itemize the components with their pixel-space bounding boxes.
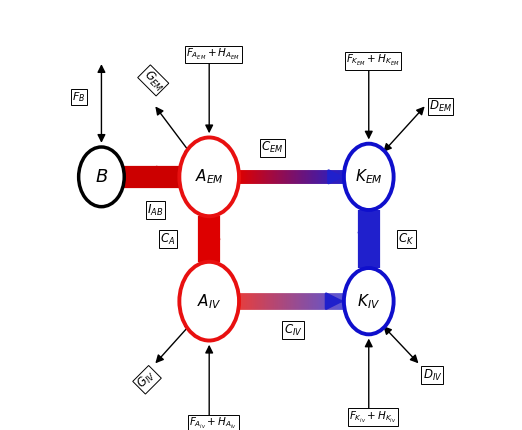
Text: $C_{IV}$: $C_{IV}$	[284, 322, 302, 338]
Text: $C_A$: $C_A$	[160, 231, 175, 246]
Text: $D_{EM}$: $D_{EM}$	[429, 99, 452, 114]
Text: $K_{EM}$: $K_{EM}$	[355, 168, 383, 186]
Text: $D_{IV}$: $D_{IV}$	[423, 368, 442, 383]
Ellipse shape	[344, 144, 394, 210]
Text: $A_{EM}$: $A_{EM}$	[195, 168, 223, 186]
Ellipse shape	[180, 138, 239, 216]
Ellipse shape	[344, 268, 394, 335]
Ellipse shape	[180, 262, 239, 341]
Text: $K_{IV}$: $K_{IV}$	[357, 292, 381, 310]
Text: $C_K$: $C_K$	[398, 231, 414, 246]
Text: $F_B$: $F_B$	[72, 90, 85, 104]
Text: $C_{EM}$: $C_{EM}$	[261, 140, 283, 155]
Text: $G_{EM}$: $G_{EM}$	[140, 67, 167, 94]
Text: $F_{K_{EM}}+H_{K_{EM}}$: $F_{K_{EM}}+H_{K_{EM}}$	[346, 53, 400, 68]
Text: $F_{A_{iv}}+H_{A_{iv}}$: $F_{A_{iv}}+H_{A_{iv}}$	[189, 416, 238, 430]
Ellipse shape	[79, 147, 124, 207]
Text: $B$: $B$	[95, 168, 108, 186]
Text: $G_{IV}$: $G_{IV}$	[135, 368, 159, 392]
Text: $F_{A_{EM}}+H_{A_{EM}}$: $F_{A_{EM}}+H_{A_{EM}}$	[186, 47, 240, 62]
Text: $A_{IV}$: $A_{IV}$	[197, 292, 221, 310]
Text: $F_{K_{iv}}+H_{K_{iv}}$: $F_{K_{iv}}+H_{K_{iv}}$	[349, 410, 397, 425]
Text: $I_{AB}$: $I_{AB}$	[147, 203, 163, 218]
